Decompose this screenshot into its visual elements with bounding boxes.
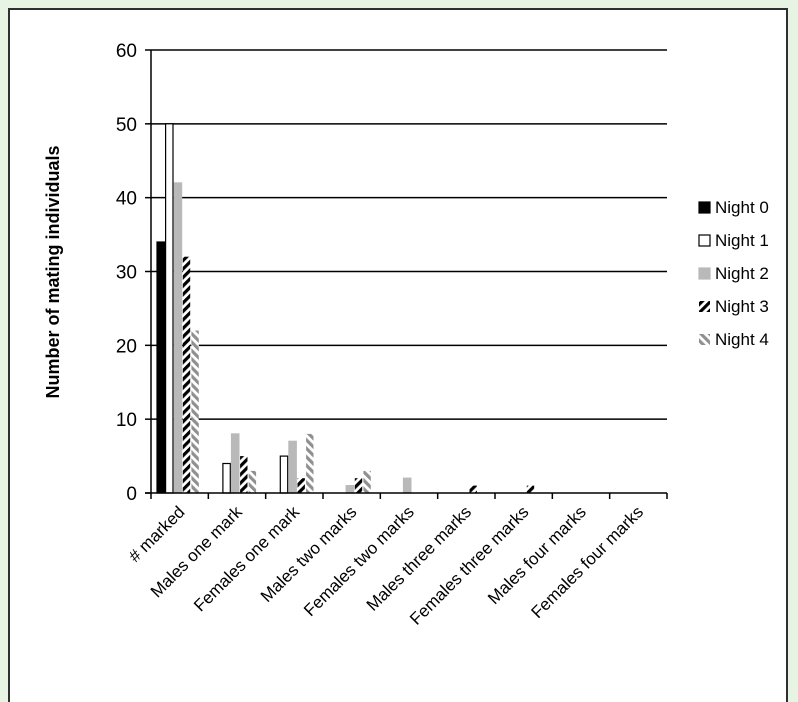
bar bbox=[165, 123, 174, 494]
bar bbox=[469, 485, 477, 493]
y-tick-label: 20 bbox=[116, 336, 137, 357]
gridlines bbox=[151, 49, 667, 420]
bar bbox=[222, 462, 231, 494]
axes bbox=[145, 49, 668, 499]
legend-swatch bbox=[698, 267, 711, 280]
y-axis-title: Number of mating individuals bbox=[43, 145, 63, 398]
legend-swatch bbox=[698, 201, 711, 214]
bar bbox=[156, 241, 166, 494]
legend-label: Night 2 bbox=[715, 264, 769, 283]
bar bbox=[306, 433, 314, 493]
bar bbox=[526, 485, 535, 493]
legend-swatch bbox=[699, 334, 710, 345]
legend-swatch bbox=[699, 301, 710, 312]
y-tick-label: 30 bbox=[116, 263, 137, 284]
y-tick-label: 10 bbox=[116, 410, 137, 431]
bar bbox=[402, 477, 412, 494]
legend-label: Night 3 bbox=[715, 297, 769, 316]
bar bbox=[182, 256, 191, 493]
y-tick-labels: 0 10 20 30 40 50 60 bbox=[116, 41, 137, 505]
bar bbox=[230, 433, 240, 494]
y-tick-label: 40 bbox=[116, 189, 137, 210]
legend-swatch bbox=[698, 234, 711, 247]
bar bbox=[297, 478, 305, 493]
y-tick-label: 50 bbox=[116, 115, 137, 136]
bar bbox=[248, 470, 257, 493]
category-label: Females two marks bbox=[300, 502, 418, 620]
legend: Night 0 Night 1 Night 2 Night 3 Night 4 bbox=[698, 198, 769, 349]
bars bbox=[156, 123, 535, 494]
category-label: Males four marks bbox=[484, 502, 590, 608]
bar bbox=[345, 485, 355, 494]
legend-label: Night 4 bbox=[715, 330, 769, 349]
bar bbox=[240, 456, 248, 493]
bar bbox=[288, 440, 297, 494]
bar bbox=[173, 182, 183, 494]
y-tick-label: 0 bbox=[126, 484, 137, 505]
bar bbox=[279, 455, 289, 494]
category-label: Females one mark bbox=[190, 502, 303, 615]
legend-label: Night 0 bbox=[715, 198, 769, 217]
category-label: Males three marks bbox=[363, 502, 475, 614]
category-label: Males two marks bbox=[257, 502, 361, 606]
bar bbox=[363, 470, 371, 493]
legend-label: Night 1 bbox=[715, 231, 769, 250]
bar bbox=[354, 478, 363, 493]
category-label: Females four marks bbox=[527, 502, 647, 622]
y-tick-label: 60 bbox=[116, 41, 137, 62]
bar bbox=[191, 330, 199, 493]
